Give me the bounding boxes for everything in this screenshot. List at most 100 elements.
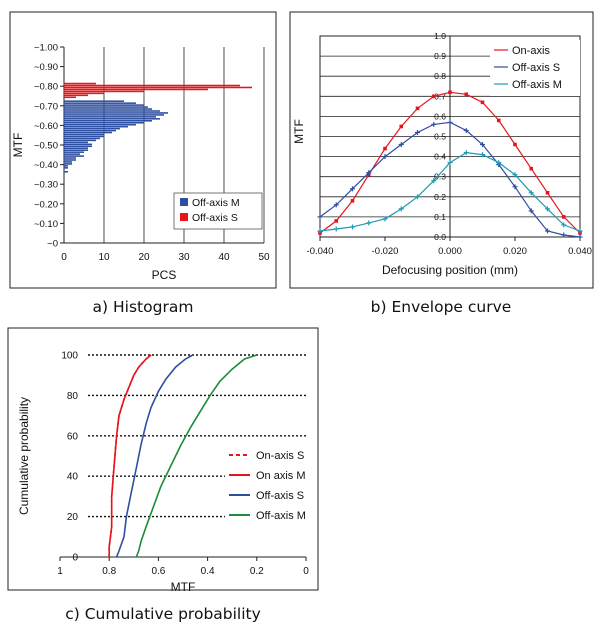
histogram-bar	[64, 167, 68, 169]
histogram-bar	[64, 100, 124, 102]
histogram-bar	[64, 92, 104, 95]
histogram-bar	[64, 153, 80, 155]
y-tick-label: ~0.70	[34, 101, 58, 112]
histogram-bar	[64, 170, 68, 173]
y-tick-label: ~0.60	[34, 121, 58, 132]
legend-label: On axis M	[256, 470, 306, 482]
histogram-bar	[64, 141, 88, 144]
legend-swatch	[180, 213, 188, 221]
histogram-bar	[64, 133, 104, 136]
histogram-bar	[64, 102, 136, 104]
envelope-curve-chart: 0.0 0.1 0.2 0.3 0.4 0.5 0.6 0.7 0.8 0.9 1.0 -0.040 -…	[292, 31, 592, 277]
y-tick-label: 0.3	[434, 172, 446, 182]
y-tick-label: 0.4	[434, 152, 446, 162]
legend-label: On-axis	[512, 45, 550, 57]
histogram-bar	[64, 125, 128, 128]
histogram-chart: 0 10 20 30 40 50 ~0 ~0.10 ~0.20 ~0.30 ~0.40 ~0.50 ~0…	[11, 43, 270, 283]
legend-label: Off-axis M	[512, 79, 562, 91]
data-point	[513, 142, 517, 147]
y-tick-label: ~0.90	[34, 62, 58, 73]
y-tick-label: 60	[67, 431, 79, 442]
legend: Off-axis M Off-axis S	[173, 192, 263, 230]
histogram-bar	[64, 82, 96, 85]
histogram-bar	[64, 131, 112, 134]
legend-box	[225, 445, 317, 525]
y-tick-label: 0.8	[434, 71, 446, 81]
caption-a: a) Histogram	[93, 298, 194, 316]
legend-box	[490, 40, 580, 96]
y-tick-label: 0.2	[434, 192, 446, 202]
legend-label: Off-axis S	[512, 62, 560, 74]
data-point	[545, 190, 550, 195]
x-tick-label: 0	[61, 252, 67, 263]
x-tick-label: -0.020	[372, 246, 399, 257]
y-tick-label: ~0.30	[34, 180, 58, 191]
histogram-bar	[64, 94, 88, 97]
histogram-bar	[64, 108, 152, 110]
histogram-bar	[64, 116, 156, 118]
histogram-bar	[64, 112, 168, 114]
x-tick-label: 50	[258, 252, 270, 263]
x-tick-label: 0.020	[503, 246, 527, 257]
histogram-bar	[64, 104, 144, 106]
x-tick-label: 10	[98, 252, 110, 263]
legend: On-axis Off-axis S Off-axis M	[490, 40, 580, 96]
histogram-bar	[64, 165, 68, 167]
histogram-bar	[64, 143, 92, 146]
x-axis-label: Defocusing position (mm)	[382, 263, 518, 277]
x-tick-label: -0.040	[307, 246, 334, 257]
histogram-bar	[64, 139, 96, 142]
y-tick-label: 0.1	[434, 212, 446, 222]
legend-label: Off-axis S	[256, 490, 304, 502]
legend-label: Off-axis S	[192, 212, 238, 224]
legend-label: On-axis S	[256, 450, 304, 462]
histogram-bar	[64, 96, 76, 99]
x-axis-label: MTF	[171, 580, 196, 594]
data-point	[399, 124, 404, 129]
y-tick-label: 1.0	[434, 31, 446, 41]
legend: On-axis S On axis M Off-axis S Off-axis M	[225, 445, 317, 525]
y-tick-label: 0	[72, 553, 78, 564]
histogram-bar	[64, 86, 252, 89]
y-tick-label: ~0.40	[34, 160, 58, 171]
series-line	[115, 354, 194, 558]
x-tick-label: 0.040	[568, 246, 592, 257]
caption-c: c) Cumulative probability	[65, 605, 261, 623]
x-tick-label: 1	[57, 566, 63, 577]
y-axis-label: MTF	[292, 119, 306, 144]
x-tick-label: 20	[138, 252, 150, 263]
x-tick-label: 0.2	[250, 566, 264, 577]
x-tick-label: 0.000	[438, 246, 462, 257]
y-tick-label: ~0.50	[34, 141, 58, 152]
y-tick-label: 0.5	[434, 132, 446, 142]
histogram-bar	[64, 149, 88, 151]
x-tick-label: 0.8	[102, 566, 116, 577]
histogram-bar	[64, 118, 160, 120]
y-tick-label: 0.7	[434, 91, 446, 101]
data-point	[464, 92, 469, 97]
x-tick-label: 40	[218, 252, 230, 263]
histogram-bar	[64, 120, 152, 122]
y-tick-label: 40	[67, 472, 79, 483]
series-line	[135, 354, 258, 558]
y-tick-label: 80	[67, 391, 79, 402]
y-tick-label: ~0.20	[34, 199, 58, 210]
data-point	[561, 215, 566, 219]
histogram-bar	[64, 137, 100, 140]
histogram-bar	[64, 114, 164, 116]
data-point	[448, 90, 452, 95]
y-tick-label: ~0	[47, 239, 58, 250]
histogram-bar	[64, 84, 240, 87]
x-tick-label: 0.6	[151, 566, 165, 577]
histogram-bar	[64, 147, 88, 150]
x-tick-label: 30	[178, 252, 190, 263]
histogram-bar	[64, 159, 76, 161]
histogram-bar	[64, 157, 76, 159]
legend-box	[173, 192, 263, 230]
histogram-bar	[64, 121, 144, 124]
data-point	[431, 94, 436, 99]
caption-b: b) Envelope curve	[371, 298, 512, 316]
data-point	[415, 106, 420, 111]
y-tick-label: ~0.80	[34, 82, 58, 93]
histogram-bar	[64, 163, 72, 165]
